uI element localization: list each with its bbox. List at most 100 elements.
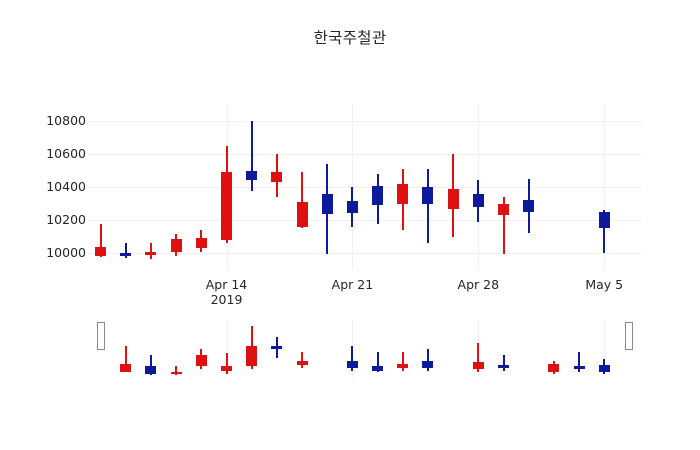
volume-panel	[88, 320, 642, 378]
candlestick[interactable]	[422, 104, 434, 270]
candlestick[interactable]	[120, 104, 132, 270]
candlestick[interactable]	[573, 320, 585, 378]
candlestick-body	[598, 364, 610, 373]
candlestick[interactable]	[472, 320, 484, 378]
candlestick-wick	[376, 351, 379, 373]
x-axis-tick-label: Apr 21	[332, 277, 374, 292]
x-axis-tick-label: Apr 14 2019	[206, 277, 248, 307]
candlestick[interactable]	[246, 320, 258, 378]
candlestick[interactable]	[523, 104, 535, 270]
candlestick[interactable]	[120, 320, 132, 378]
candlestick[interactable]	[271, 320, 283, 378]
x-axis-tick-date: May 5	[585, 277, 624, 292]
candlestick-wick	[351, 346, 354, 371]
candlestick[interactable]	[397, 104, 409, 270]
candlestick[interactable]	[221, 104, 232, 270]
candlestick-body	[397, 183, 409, 204]
candlestick[interactable]	[195, 320, 207, 378]
candlestick-body	[321, 194, 333, 214]
candlestick-body	[221, 366, 232, 371]
y-axis-tick-label: 10000	[46, 245, 86, 261]
candlestick-body	[447, 188, 459, 209]
volume-marker[interactable]	[96, 320, 105, 378]
candlestick[interactable]	[498, 320, 509, 378]
candlestick-wick	[401, 351, 404, 371]
volume-marker-body	[96, 322, 105, 350]
candlestick[interactable]	[170, 104, 182, 270]
candlestick[interactable]	[145, 320, 157, 378]
candlestick-wick	[99, 224, 102, 257]
candlestick-body	[548, 363, 560, 373]
page-title: 한국주철관	[313, 29, 387, 47]
candlestick[interactable]	[195, 104, 207, 270]
candlestick[interactable]	[346, 320, 358, 378]
gridline-horizontal	[88, 120, 642, 122]
candlestick-body	[573, 366, 585, 370]
candlestick-wick	[502, 196, 505, 255]
candlestick-body	[346, 201, 358, 213]
candlestick-body	[422, 187, 434, 204]
candlestick[interactable]	[246, 104, 258, 270]
x-axis-tick-date: Apr 21	[331, 277, 374, 292]
y-axis-tick-label: 10600	[46, 145, 86, 161]
candlestick[interactable]	[145, 104, 157, 270]
candlestick[interactable]	[346, 104, 358, 270]
volume-marker-body	[625, 322, 634, 350]
candlestick[interactable]	[397, 320, 409, 378]
candlestick-body	[346, 360, 358, 368]
candlestick-body	[397, 363, 409, 368]
candlestick[interactable]	[296, 320, 308, 378]
candlestick-body	[523, 200, 535, 212]
candlestick[interactable]	[221, 320, 232, 378]
candlestick[interactable]	[271, 104, 283, 270]
y-axis-tick-label: 10400	[46, 179, 86, 194]
candlestick-wick	[301, 351, 304, 368]
candlestick-wick	[149, 354, 152, 376]
candlestick[interactable]	[372, 320, 384, 378]
candlestick[interactable]	[296, 104, 308, 270]
gridline-horizontal	[88, 187, 642, 188]
candlestick-body	[271, 172, 283, 182]
y-axis-tick-label: 10800	[46, 112, 86, 128]
candlestick[interactable]	[422, 320, 434, 378]
candlestick-wick	[124, 242, 127, 258]
candlestick-body	[195, 237, 207, 249]
candlestick-body	[221, 172, 232, 241]
volume-marker[interactable]	[625, 320, 634, 378]
candlestick-wick	[124, 346, 127, 373]
price-panel	[88, 104, 642, 270]
candlestick-wick	[603, 210, 606, 253]
candlestick[interactable]	[95, 104, 107, 270]
candlestick-wick	[250, 120, 253, 192]
candlestick-wick	[301, 172, 304, 229]
candlestick-wick	[175, 366, 178, 376]
candlestick-body	[170, 239, 182, 252]
gridline-vertical	[226, 320, 228, 378]
candlestick[interactable]	[447, 104, 459, 270]
candlestick-body	[372, 186, 384, 206]
candlestick[interactable]	[548, 320, 560, 378]
candlestick-body	[598, 211, 610, 229]
candlestick[interactable]	[498, 104, 509, 270]
candlestick-body	[271, 346, 283, 349]
candlestick[interactable]	[170, 320, 182, 378]
candlestick[interactable]	[372, 104, 384, 270]
candlestick[interactable]	[598, 320, 610, 378]
candlestick[interactable]	[598, 104, 610, 270]
candlestick-body	[472, 193, 484, 207]
candlestick-body	[498, 364, 509, 368]
gridline-horizontal	[88, 153, 642, 155]
candlestick-body	[120, 363, 132, 373]
candlestick-body	[422, 360, 434, 368]
candlestick-wick	[426, 349, 429, 371]
candlestick[interactable]	[472, 104, 484, 270]
x-axis-tick-date: Apr 28	[457, 277, 500, 292]
candlestick-wick	[149, 243, 152, 260]
candlestick-body	[246, 346, 258, 367]
gridline-horizontal	[88, 253, 642, 255]
candlestick-wick	[225, 353, 228, 374]
candlestick-body	[120, 253, 132, 256]
candlestick[interactable]	[321, 104, 333, 270]
candlestick-body	[246, 171, 258, 181]
